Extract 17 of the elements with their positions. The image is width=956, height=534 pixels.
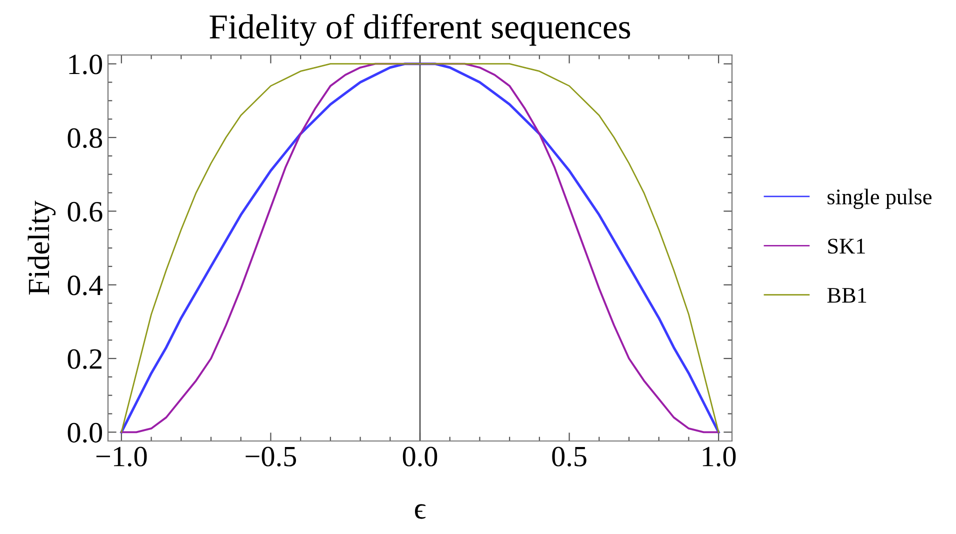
- y-tick-label: 0.0: [68, 422, 102, 443]
- x-tick-label: 0.0: [402, 446, 438, 467]
- y-tick-label: 0.8: [68, 128, 102, 148]
- x-tick-label: 1.0: [702, 446, 736, 467]
- y-tick-label: 0.4: [68, 276, 103, 296]
- x-tick-label: −1.0: [96, 446, 147, 467]
- x-tick-label: 0.5: [552, 446, 586, 467]
- y-tick-label: 0.6: [68, 202, 102, 222]
- x-tick-label: −0.5: [246, 446, 296, 467]
- x-axis-title: ϵ: [414, 504, 426, 519]
- legend-label: single pulse: [828, 188, 932, 209]
- legend-label: BB1: [827, 288, 866, 303]
- y-tick-label: 0.2: [68, 349, 102, 370]
- y-tick-label: 1.0: [69, 54, 102, 74]
- y-axis-title: Fidelity: [28, 200, 56, 295]
- legend-label: SK1: [828, 238, 865, 254]
- chart-title: Fidelity of different sequences: [210, 14, 630, 46]
